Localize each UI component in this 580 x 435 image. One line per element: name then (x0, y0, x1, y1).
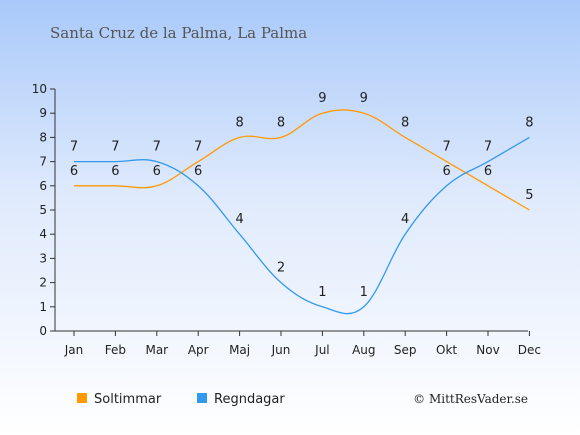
legend-label-regndagar: Regndagar (214, 392, 285, 407)
data-label-soltimmar: 6 (111, 164, 119, 179)
data-label-regndagar: 7 (111, 140, 119, 155)
data-label-soltimmar: 6 (484, 164, 492, 179)
series-lines (73, 109, 530, 315)
y-tick-label: 7 (39, 155, 47, 169)
x-tick-label: Nov (476, 343, 499, 357)
data-label-soltimmar: 7 (442, 140, 450, 155)
x-tick-label: Jul (314, 343, 329, 357)
data-label-soltimmar: 8 (401, 115, 409, 130)
legend-label-soltimmar: Soltimmar (94, 392, 162, 407)
x-tick-label: Maj (229, 343, 250, 357)
legend-swatch-soltimmar (77, 393, 87, 403)
legend-swatch-regndagar (197, 393, 207, 403)
data-label-regndagar: 4 (401, 212, 409, 227)
chart-title: Santa Cruz de la Palma, La Palma (50, 24, 307, 42)
data-label-soltimmar: 7 (194, 140, 202, 155)
legend: Soltimmar Regndagar (77, 392, 285, 407)
y-tick-label: 1 (39, 300, 47, 314)
x-tick-label: Mar (145, 343, 168, 357)
series-line-soltimmar (73, 109, 530, 211)
y-tick-label: 9 (39, 106, 47, 120)
y-tick-label: 6 (39, 179, 47, 193)
data-label-regndagar: 6 (442, 164, 450, 179)
data-labels: 6 6 6 7 8 8 9 9 8 7 6 5 7 7 7 6 4 2 1 1 4 6 7 8 (70, 91, 534, 300)
axes: 0 1 2 3 4 5 6 7 8 9 10 Jan Feb Mar Apr Maj Jun Jul Aug Sep O… (32, 82, 541, 357)
data-label-regndagar: 4 (235, 212, 243, 227)
x-tick-label: Sep (394, 343, 417, 357)
x-tick-label: Jun (271, 343, 291, 357)
data-label-regndagar: 7 (70, 140, 78, 155)
credit-text: © MittResVader.se (413, 392, 528, 406)
y-tick-label: 0 (39, 324, 47, 338)
y-tick-label: 10 (32, 82, 47, 96)
data-label-soltimmar: 9 (360, 91, 368, 106)
x-tick-label: Apr (188, 343, 209, 357)
data-label-soltimmar: 5 (525, 188, 533, 203)
y-tick-label: 5 (39, 203, 47, 217)
data-label-soltimmar: 8 (235, 115, 243, 130)
data-label-regndagar: 1 (360, 285, 368, 300)
data-label-regndagar: 7 (153, 140, 161, 155)
data-label-regndagar: 2 (277, 261, 285, 276)
x-tick-label: Jan (64, 343, 84, 357)
y-tick-label: 2 (39, 276, 47, 290)
y-tick-label: 3 (39, 251, 47, 265)
data-label-regndagar: 8 (525, 115, 533, 130)
data-label-regndagar: 6 (194, 164, 202, 179)
x-tick-label: Okt (436, 343, 457, 357)
data-label-soltimmar: 9 (318, 91, 326, 106)
data-label-soltimmar: 8 (277, 115, 285, 130)
x-tick-label: Feb (105, 343, 126, 357)
y-tick-label: 8 (39, 130, 47, 144)
y-tick-label: 4 (39, 227, 47, 241)
data-label-soltimmar: 6 (70, 164, 78, 179)
data-label-soltimmar: 6 (153, 164, 161, 179)
series-line-regndagar (74, 136, 530, 315)
x-tick-label: Dec (518, 343, 541, 357)
data-label-regndagar: 7 (484, 140, 492, 155)
x-tick-label: Aug (352, 343, 375, 357)
data-label-regndagar: 1 (318, 285, 326, 300)
